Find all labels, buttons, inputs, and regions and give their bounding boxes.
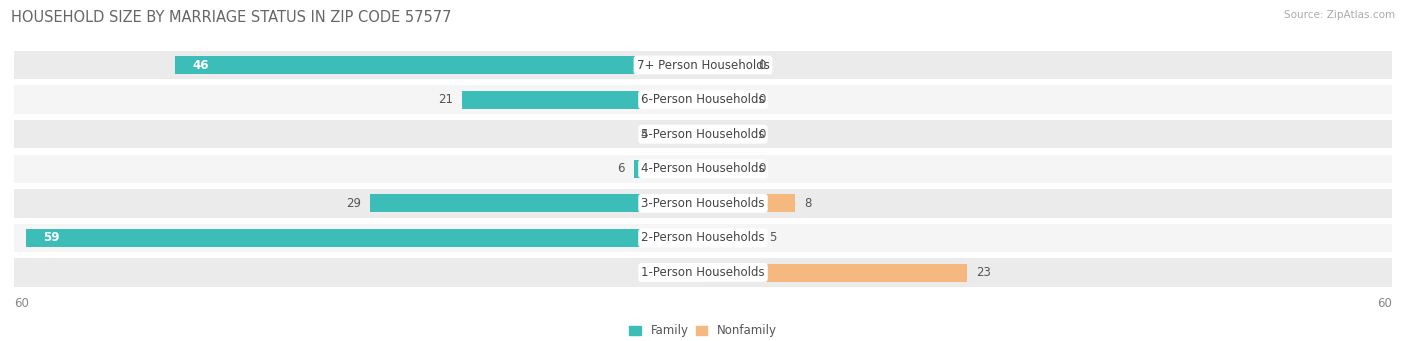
- Text: 46: 46: [193, 59, 208, 72]
- Bar: [14, 86, 1392, 114]
- Legend: Family, Nonfamily: Family, Nonfamily: [624, 320, 782, 341]
- Bar: [703, 264, 967, 282]
- Bar: [14, 120, 1392, 148]
- Text: 8: 8: [804, 197, 811, 210]
- Bar: [14, 224, 1392, 252]
- Text: 5-Person Households: 5-Person Households: [641, 128, 765, 141]
- Bar: [634, 160, 703, 178]
- Bar: [14, 258, 1392, 287]
- Text: 5: 5: [769, 232, 778, 244]
- Bar: [703, 91, 749, 109]
- Text: HOUSEHOLD SIZE BY MARRIAGE STATUS IN ZIP CODE 57577: HOUSEHOLD SIZE BY MARRIAGE STATUS IN ZIP…: [11, 10, 451, 25]
- Text: 29: 29: [346, 197, 361, 210]
- Bar: [703, 229, 761, 247]
- Text: 0: 0: [758, 93, 765, 106]
- Text: 23: 23: [976, 266, 991, 279]
- Bar: [461, 91, 703, 109]
- Text: 21: 21: [437, 93, 453, 106]
- Bar: [14, 51, 1392, 79]
- Text: 59: 59: [42, 232, 59, 244]
- Bar: [174, 56, 703, 74]
- Text: 0: 0: [758, 59, 765, 72]
- Text: 60: 60: [14, 297, 30, 310]
- Text: 2-Person Households: 2-Person Households: [641, 232, 765, 244]
- Bar: [370, 194, 703, 212]
- Text: 4-Person Households: 4-Person Households: [641, 162, 765, 175]
- Bar: [703, 56, 749, 74]
- Bar: [14, 154, 1392, 183]
- Text: 60: 60: [1376, 297, 1392, 310]
- Text: 1-Person Households: 1-Person Households: [641, 266, 765, 279]
- Bar: [25, 229, 703, 247]
- Bar: [703, 125, 749, 143]
- Text: Source: ZipAtlas.com: Source: ZipAtlas.com: [1284, 10, 1395, 20]
- Text: 0: 0: [758, 162, 765, 175]
- Text: 6-Person Households: 6-Person Households: [641, 93, 765, 106]
- Text: 3-Person Households: 3-Person Households: [641, 197, 765, 210]
- Bar: [703, 160, 749, 178]
- Text: 4: 4: [640, 128, 648, 141]
- Text: 7+ Person Households: 7+ Person Households: [637, 59, 769, 72]
- Text: 6: 6: [617, 162, 624, 175]
- Bar: [703, 194, 794, 212]
- Bar: [14, 189, 1392, 218]
- Bar: [657, 125, 703, 143]
- Text: 0: 0: [758, 128, 765, 141]
